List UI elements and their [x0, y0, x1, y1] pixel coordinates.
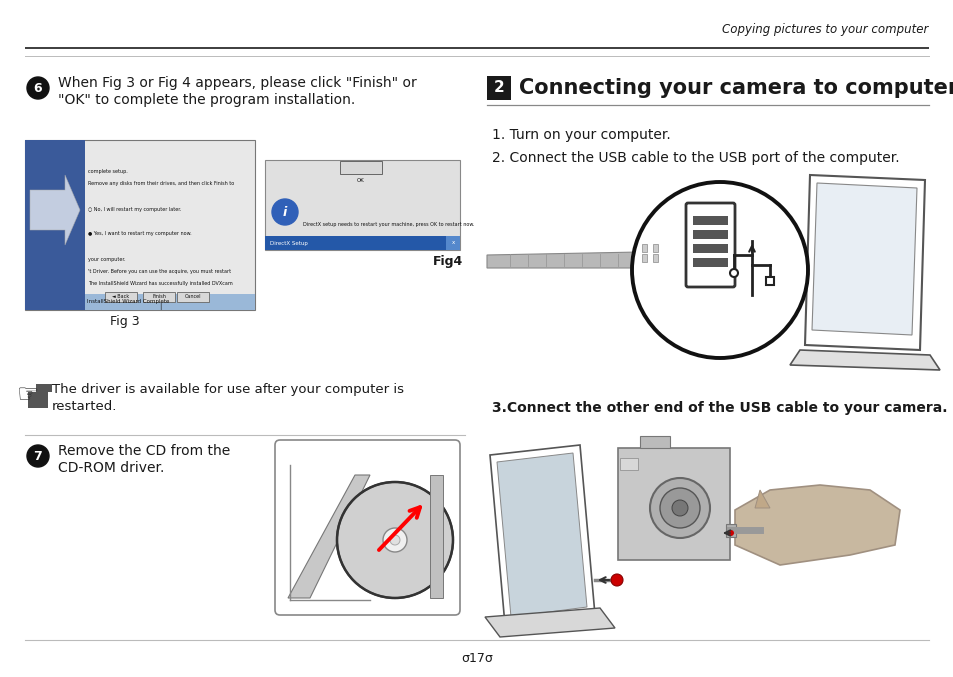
Text: 't Driver. Before you can use the acquire, you must restart: 't Driver. Before you can use the acquir… [88, 269, 231, 274]
Text: The driver is available for use after your computer is: The driver is available for use after yo… [52, 383, 403, 397]
Circle shape [649, 478, 709, 538]
Text: Cancel: Cancel [185, 294, 201, 299]
Polygon shape [497, 453, 586, 617]
Text: complete setup.: complete setup. [88, 169, 128, 174]
Polygon shape [288, 475, 370, 598]
Bar [692, 216, 727, 225]
Polygon shape [30, 175, 80, 245]
Text: Fig 3: Fig 3 [110, 315, 139, 328]
Text: restarted.: restarted. [52, 399, 117, 412]
Text: Copying pictures to your computer: Copying pictures to your computer [720, 24, 927, 37]
Text: OK: OK [356, 177, 364, 183]
Bar [692, 258, 727, 267]
Text: Finish: Finish [152, 294, 166, 299]
Bar [692, 244, 727, 253]
Text: 3.Connect the other end of the USB cable to your camera.: 3.Connect the other end of the USB cable… [492, 401, 946, 415]
Circle shape [671, 500, 687, 516]
Bar [652, 254, 658, 262]
Bar [619, 458, 638, 470]
Text: Remove the CD from the: Remove the CD from the [58, 444, 230, 458]
Bar [143, 292, 174, 302]
Polygon shape [754, 490, 769, 508]
Bar [339, 161, 381, 174]
Polygon shape [638, 242, 661, 278]
Bar [265, 160, 459, 250]
Text: 7: 7 [33, 450, 42, 462]
Text: CD-ROM driver.: CD-ROM driver. [58, 461, 164, 475]
Bar [765, 277, 773, 285]
Bar [692, 230, 727, 239]
Circle shape [27, 445, 49, 467]
Circle shape [659, 488, 700, 528]
Polygon shape [28, 392, 48, 408]
Polygon shape [789, 350, 939, 370]
Polygon shape [486, 245, 651, 274]
Text: 2: 2 [493, 81, 504, 95]
Bar [641, 244, 646, 252]
Text: When Fig 3 or Fig 4 appears, please click "Finish" or: When Fig 3 or Fig 4 appears, please clic… [58, 76, 416, 90]
Text: 1. Turn on your computer.: 1. Turn on your computer. [492, 128, 670, 142]
Polygon shape [484, 608, 615, 637]
Polygon shape [618, 448, 729, 560]
Text: Remove any disks from their drives, and then click Finish to: Remove any disks from their drives, and … [88, 181, 234, 186]
Circle shape [27, 77, 49, 99]
Text: |: | [159, 303, 161, 309]
Bar [639, 436, 669, 448]
Bar [486, 76, 511, 100]
Circle shape [727, 530, 733, 536]
Text: ◄ Back: ◄ Back [112, 294, 130, 299]
Circle shape [729, 269, 738, 277]
Bar [25, 140, 254, 310]
Polygon shape [36, 384, 52, 392]
Circle shape [272, 199, 297, 225]
Polygon shape [811, 183, 916, 335]
Text: The InstallShield Wizard has successfully installed DVXcam: The InstallShield Wizard has successfull… [88, 282, 233, 286]
Bar [641, 254, 646, 262]
Polygon shape [430, 475, 442, 598]
Text: Fig4: Fig4 [433, 255, 462, 269]
Text: 6: 6 [33, 81, 42, 95]
Bar [446, 236, 459, 250]
FancyBboxPatch shape [274, 440, 459, 615]
Polygon shape [734, 485, 899, 565]
Text: 2. Connect the USB cable to the USB port of the computer.: 2. Connect the USB cable to the USB port… [492, 151, 899, 165]
Text: DirectX setup needs to restart your machine, press OK to restart now.: DirectX setup needs to restart your mach… [303, 222, 474, 227]
Circle shape [390, 535, 399, 545]
Text: ● Yes, I want to restart my computer now.: ● Yes, I want to restart my computer now… [88, 232, 192, 236]
Circle shape [631, 182, 807, 358]
Bar [725, 524, 735, 537]
Bar [85, 294, 254, 310]
Text: "OK" to complete the program installation.: "OK" to complete the program installatio… [58, 93, 355, 107]
Text: i: i [283, 206, 287, 219]
Text: ○ No, I will restart my computer later.: ○ No, I will restart my computer later. [88, 206, 181, 211]
Bar [265, 236, 459, 250]
Circle shape [382, 528, 407, 552]
Polygon shape [490, 445, 595, 625]
Bar [105, 292, 137, 302]
Text: ☞: ☞ [17, 383, 39, 407]
Bar [652, 244, 658, 252]
Circle shape [336, 482, 453, 598]
Polygon shape [804, 175, 924, 350]
Bar [25, 140, 85, 310]
Circle shape [610, 574, 622, 586]
Text: your computer.: your computer. [88, 257, 126, 261]
Text: x: x [451, 240, 455, 246]
Text: InstallShield Wizard Complete: InstallShield Wizard Complete [87, 299, 170, 305]
Text: DirectX Setup: DirectX Setup [270, 240, 308, 246]
Text: σ17σ: σ17σ [460, 651, 493, 665]
Bar [177, 292, 209, 302]
FancyBboxPatch shape [685, 203, 734, 287]
Text: Connecting your camera to computer: Connecting your camera to computer [518, 78, 953, 98]
